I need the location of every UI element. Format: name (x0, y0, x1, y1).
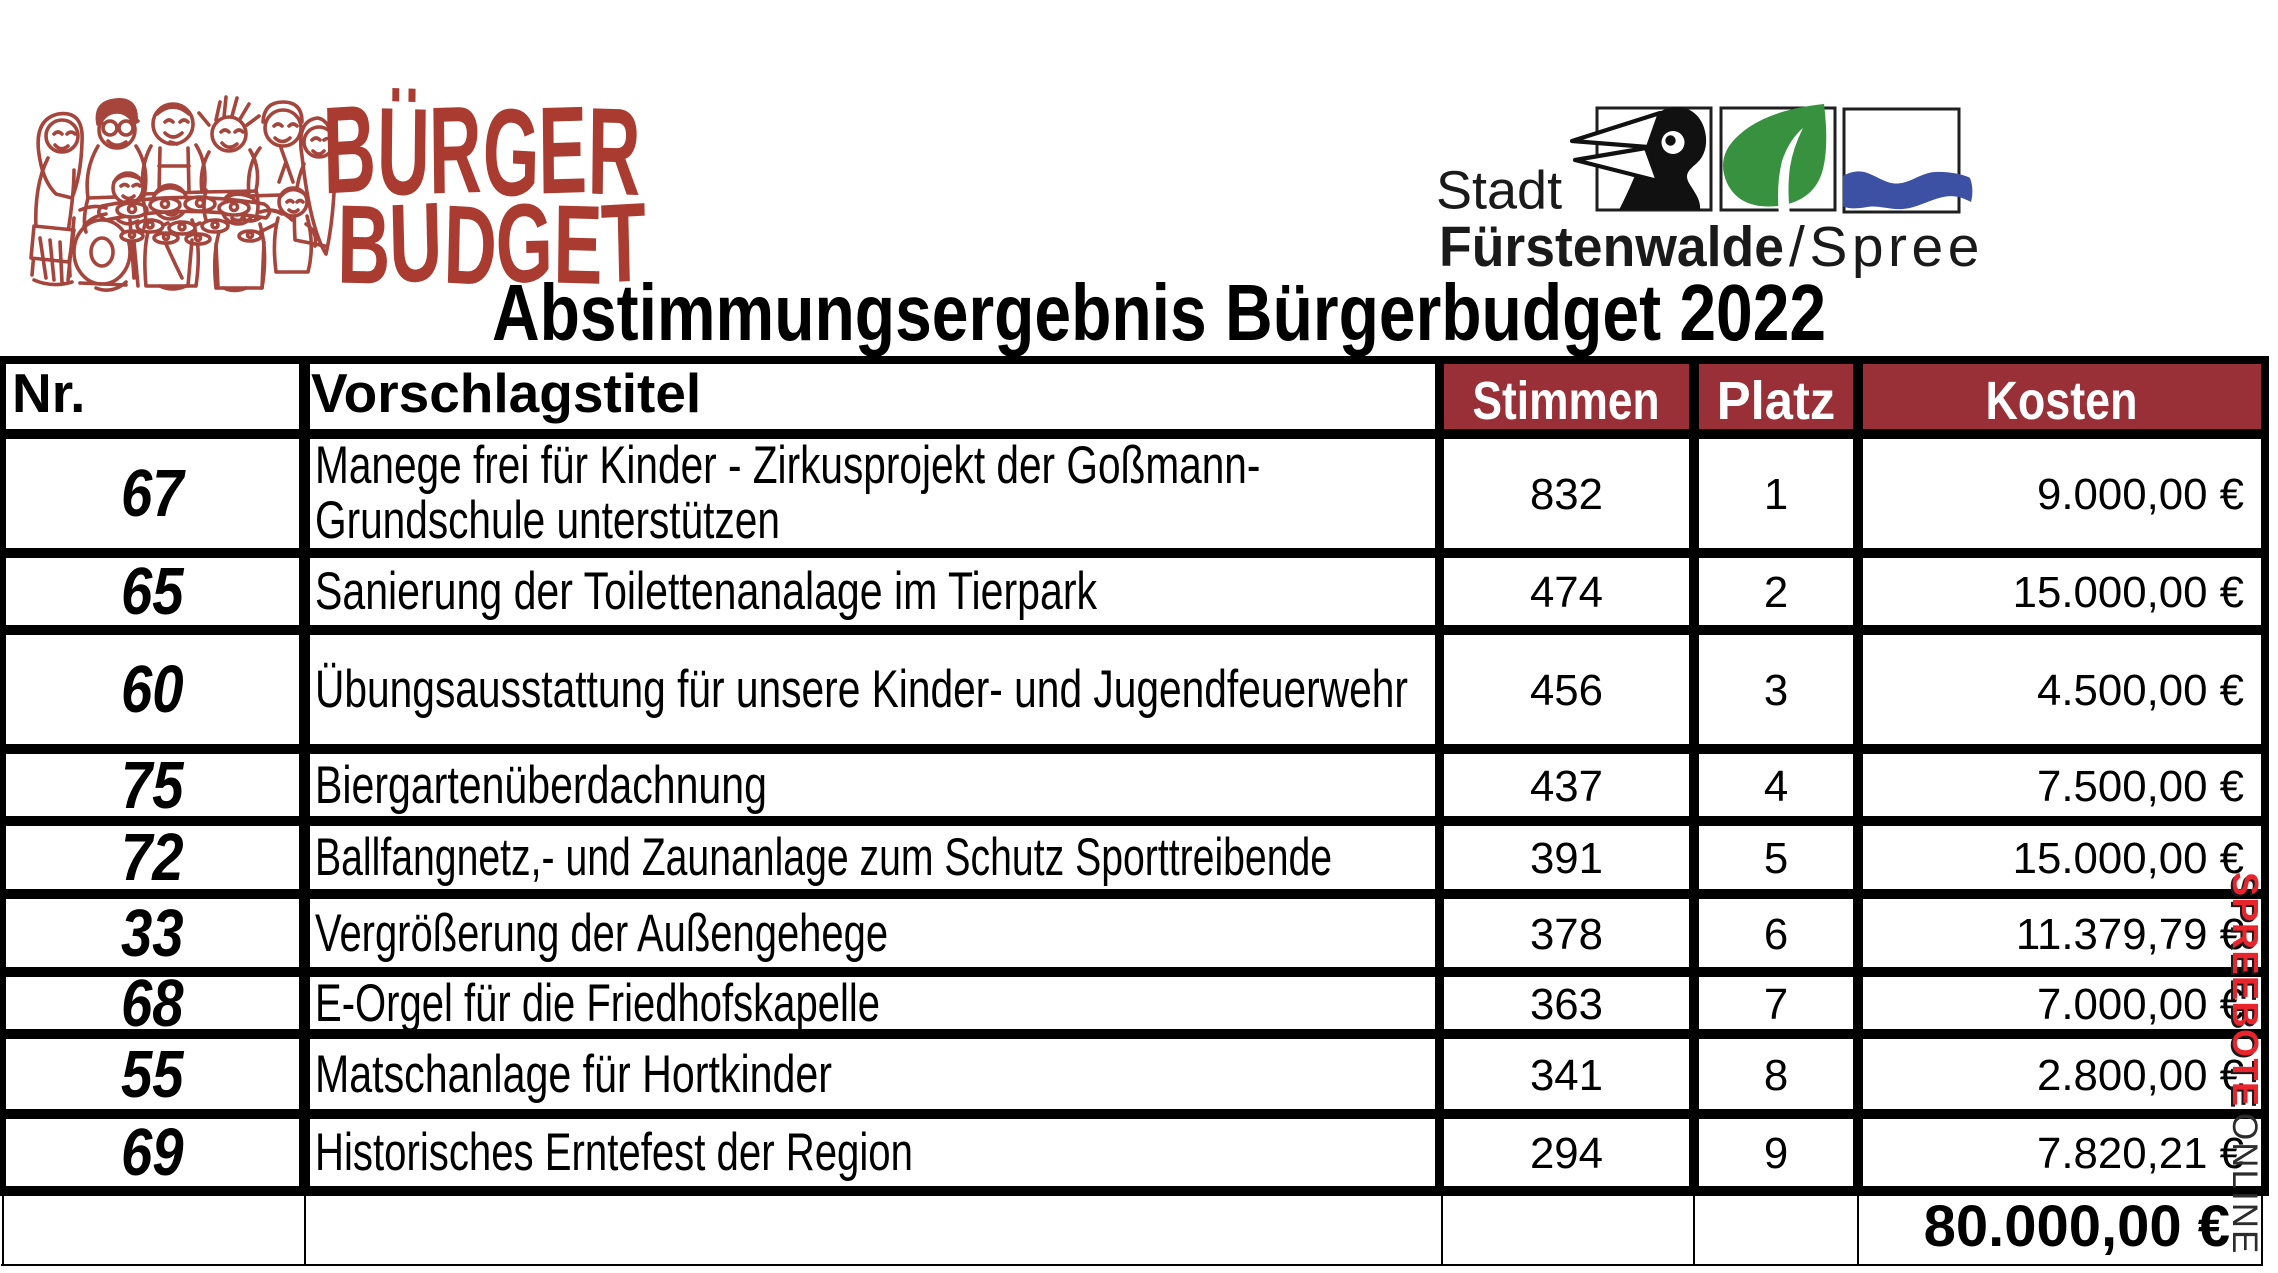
svg-text:/Spree: /Spree (1789, 215, 1984, 279)
svg-text:Stadt: Stadt (1436, 161, 1562, 221)
svg-text:Fürstenwalde: Fürstenwalde (1439, 215, 1784, 279)
svg-text:BUDGET: BUDGET (337, 180, 648, 309)
